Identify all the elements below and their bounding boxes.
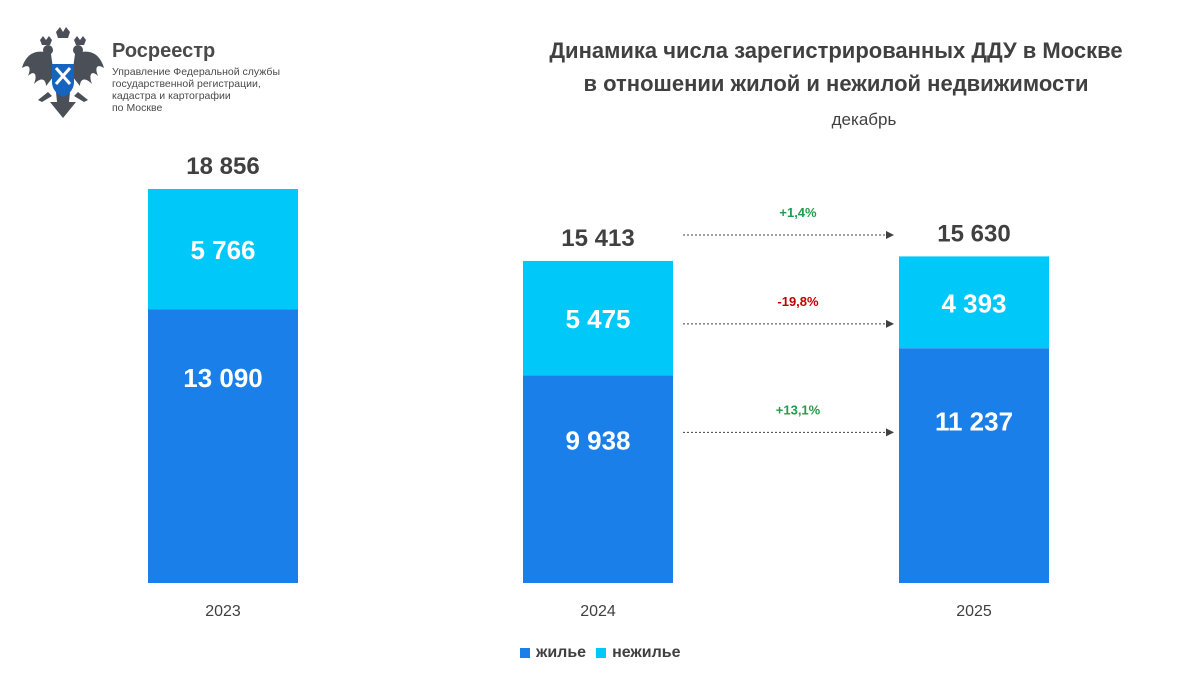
bar-residential-2024 — [523, 375, 673, 583]
data-label-non-residential-2025: 4 393 — [941, 288, 1006, 318]
bar-non-residential-2024 — [523, 260, 673, 376]
data-label-residential-2025: 11 237 — [935, 407, 1013, 437]
change-label-residential: +13,1% — [776, 402, 821, 417]
legend-swatch-non-residential — [596, 648, 607, 658]
org-subtitle-line: Управление Федеральной службы — [112, 66, 280, 78]
bar-non-residential-2023 — [148, 189, 298, 310]
org-subtitle-line: кадастра и картографии — [112, 90, 231, 102]
change-label-non_residential: -19,8% — [777, 294, 819, 309]
org-name: Росреестр — [112, 40, 216, 62]
legend-item-residential: жилье — [520, 644, 586, 662]
chart-title-line: в отношении жилой и нежилой недвижимости — [583, 71, 1089, 96]
x-tick-label-2024: 2024 — [580, 603, 616, 620]
change-label-total: +1,4% — [779, 205, 817, 220]
legend-swatch-residential — [520, 648, 530, 658]
data-label-residential-2024: 9 938 — [565, 426, 630, 456]
chart-title-line: Динамика числа зарегистрированных ДДУ в … — [549, 38, 1123, 63]
legend-label-non-residential: нежилье — [612, 644, 681, 661]
total-label-2024: 15 413 — [561, 225, 634, 252]
chart-subtitle: декабрь — [831, 110, 897, 129]
org-subtitle-line: государственной регистрации, — [112, 78, 261, 90]
total-label-2025: 15 630 — [937, 220, 1010, 247]
bar-non-residential-2025 — [899, 256, 1049, 349]
x-tick-label-2023: 2023 — [205, 603, 241, 620]
bar-residential-2025 — [899, 348, 1049, 583]
org-subtitle-line: по Москве — [112, 102, 163, 114]
chart-title: Динамика числа зарегистрированных ДДУ в … — [500, 34, 1172, 100]
x-tick-label-2025: 2025 — [956, 603, 992, 620]
org-subtitle: Управление Федеральной службы государств… — [112, 66, 280, 114]
legend-label-residential: жилье — [536, 644, 587, 661]
bar-residential-2023 — [148, 309, 298, 583]
chart-legend: жилье нежилье — [520, 644, 691, 662]
legend-item-non-residential: нежилье — [596, 644, 681, 662]
data-label-residential-2023: 13 090 — [183, 363, 263, 393]
total-label-2023: 18 856 — [186, 153, 259, 180]
data-label-non-residential-2023: 5 766 — [190, 235, 255, 265]
rosreestr-emblem-logo — [18, 26, 108, 126]
data-label-non-residential-2024: 5 475 — [565, 304, 630, 334]
double-headed-eagle-icon — [22, 27, 104, 118]
